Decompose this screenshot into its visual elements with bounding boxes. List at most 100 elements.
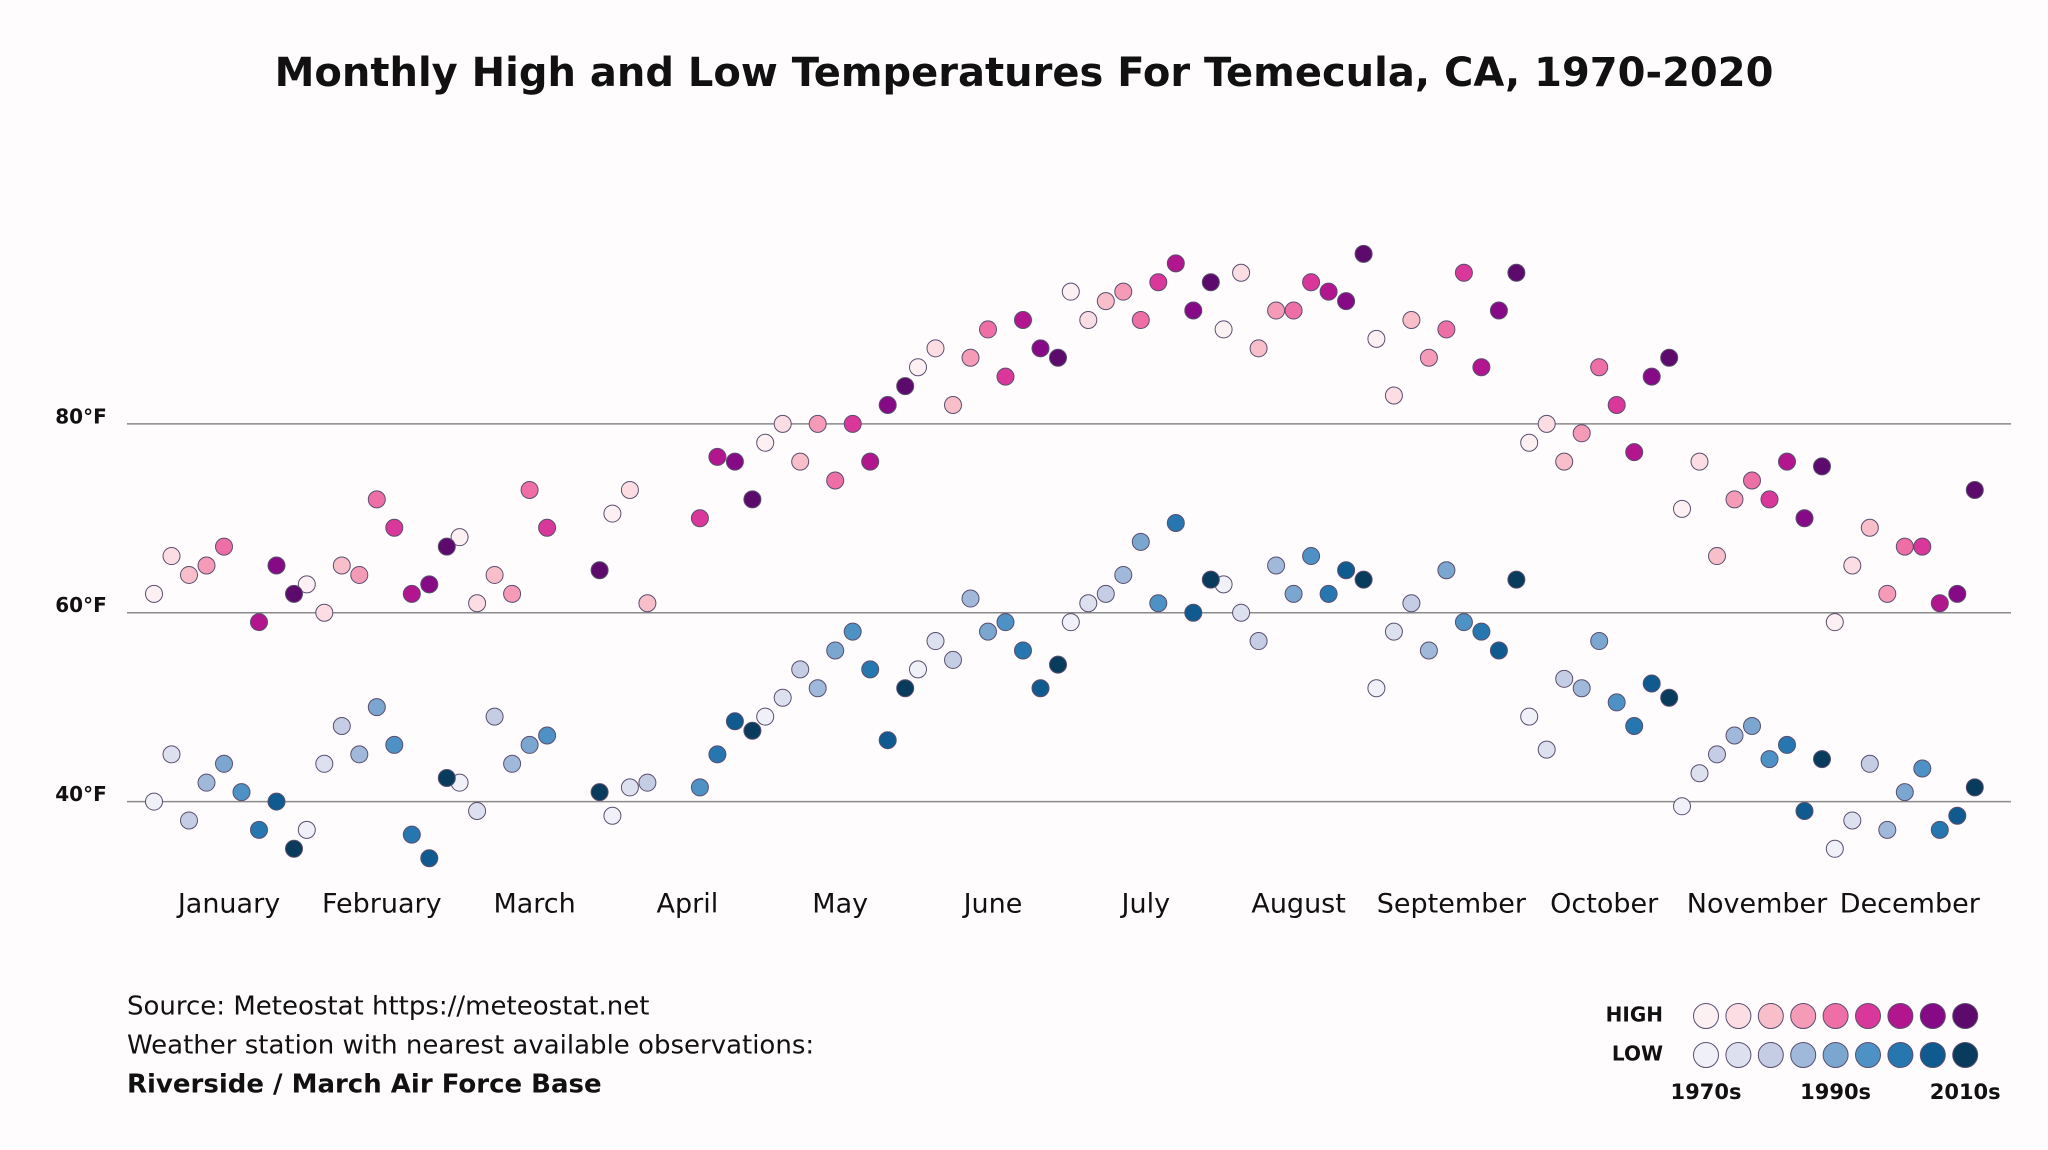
legend-swatch [1919,1042,1946,1068]
low-point [826,641,845,660]
low-point [1795,802,1814,821]
legend-label: 1990s [1800,1080,1871,1104]
low-point [1166,514,1185,533]
legend-label: 2010s [1930,1080,2001,1104]
source-line: Riverside / March Air Force Base [127,1070,602,1100]
low-point [437,768,456,787]
high-point [1690,452,1709,471]
low-point [1607,693,1626,712]
low-point [1625,717,1644,736]
low-point [1572,679,1591,698]
high-point [1437,320,1456,339]
low-point [1673,797,1691,816]
high-point [1214,320,1233,339]
low-point [603,806,622,825]
high-point [1708,547,1726,566]
low-point [1913,759,1932,778]
low-point [1267,556,1286,575]
high-point [1354,244,1373,263]
high-point [1965,480,1984,499]
low-point [385,735,404,754]
high-point [1049,348,1067,367]
legend-label: 1970s [1671,1080,1742,1104]
high-point [1096,292,1115,311]
source-line: Weather station with nearest available o… [127,1031,814,1061]
high-point [1337,292,1356,311]
low-point [1813,750,1831,769]
low-point [843,622,862,641]
high-point [1166,254,1185,273]
legend-row-label: LOW [1612,1042,1663,1066]
high-point [878,395,897,414]
high-point [756,433,775,452]
high-point [590,561,609,580]
high-point [1860,518,1879,537]
low-point [1114,565,1133,584]
high-point [1507,263,1526,282]
x-tick-label: December [1840,889,1981,920]
high-point [1061,282,1080,301]
low-point [896,679,915,698]
low-point [538,726,557,745]
x-tick-label: September [1377,889,1527,920]
high-point [538,518,557,537]
low-point [1201,570,1220,589]
legend-swatch [1952,1042,1979,1068]
high-point [1948,584,1967,603]
high-point [285,584,303,603]
high-point [996,367,1015,386]
high-point [1555,452,1574,471]
high-point [503,584,522,603]
high-point [180,565,198,584]
high-point [145,584,163,603]
low-point [232,783,251,802]
x-tick-label: May [812,889,868,920]
high-point [773,414,792,433]
low-point [468,802,487,821]
high-point [468,594,487,613]
low-point [1725,726,1744,745]
high-point [1489,301,1508,320]
high-point [1472,358,1491,377]
legend-swatch [1725,1003,1752,1029]
high-point [1537,414,1556,433]
high-point [1813,457,1831,476]
legend-swatch [1693,1042,1719,1068]
high-point [843,414,862,433]
low-point [1642,674,1661,693]
high-point [638,594,657,613]
x-tick-label: January [176,889,280,920]
x-tick-label: March [493,889,575,920]
high-point [1743,471,1761,490]
low-point [1555,669,1574,688]
high-point [162,547,181,566]
high-point [315,603,334,622]
low-point [1302,547,1321,566]
high-point [1367,329,1386,348]
low-point [1061,613,1080,632]
legend-swatch [1757,1042,1784,1068]
low-point [215,754,233,773]
low-point [944,650,962,669]
low-point [520,735,539,754]
low-point [367,698,386,717]
low-point [808,679,827,698]
low-point [1384,622,1403,641]
high-point [690,509,709,528]
low-point [909,660,927,679]
low-point [1232,603,1251,622]
low-point [1419,641,1438,660]
high-point [437,537,456,556]
legend-swatch [1693,1003,1719,1029]
low-point [350,745,369,764]
low-point [1690,764,1709,783]
x-tick-label: February [322,889,442,920]
low-point [1096,584,1115,603]
legend-swatch [1822,1003,1849,1029]
low-point [1590,632,1609,651]
legend-swatch [1855,1003,1881,1029]
legend-swatch [1887,1042,1914,1068]
